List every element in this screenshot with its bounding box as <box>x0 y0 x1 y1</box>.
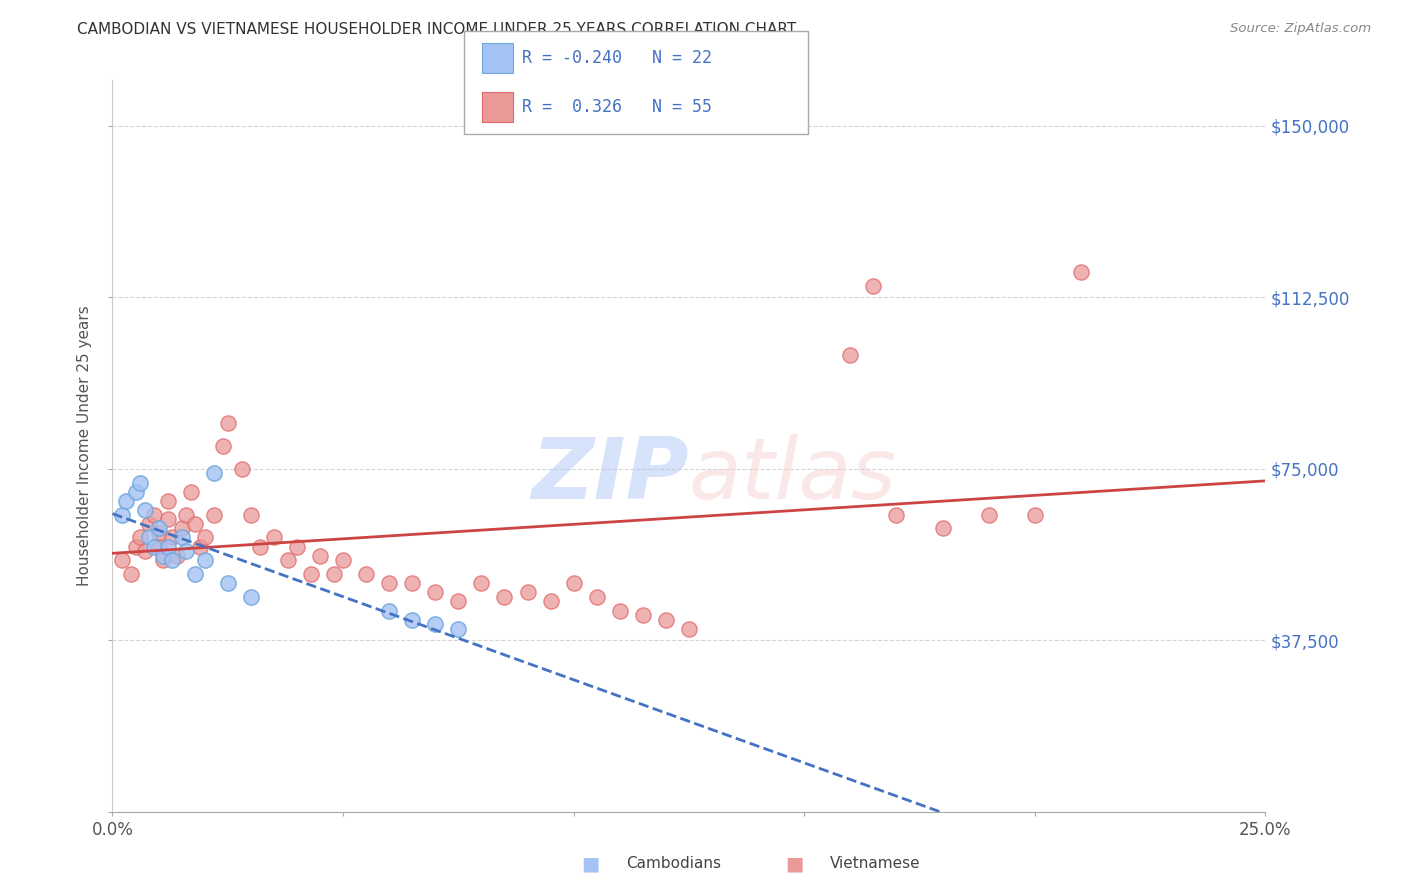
Point <box>194 553 217 567</box>
Point <box>148 521 170 535</box>
Point <box>299 567 322 582</box>
Point <box>609 603 631 617</box>
Point <box>129 530 152 544</box>
Point <box>170 530 193 544</box>
Point <box>425 585 447 599</box>
Point <box>202 467 225 481</box>
Text: Vietnamese: Vietnamese <box>830 856 920 871</box>
Point <box>156 540 179 554</box>
Point <box>129 475 152 490</box>
Point <box>862 279 884 293</box>
Text: ZIP: ZIP <box>531 434 689 516</box>
Point <box>148 540 170 554</box>
Point <box>655 613 678 627</box>
Point <box>152 549 174 563</box>
Text: CAMBODIAN VS VIETNAMESE HOUSEHOLDER INCOME UNDER 25 YEARS CORRELATION CHART: CAMBODIAN VS VIETNAMESE HOUSEHOLDER INCO… <box>77 22 797 37</box>
Point <box>239 508 262 522</box>
Point <box>447 594 470 608</box>
Point <box>494 590 516 604</box>
Point <box>309 549 332 563</box>
Point <box>162 530 184 544</box>
Point <box>148 525 170 540</box>
Point <box>886 508 908 522</box>
Point <box>447 622 470 636</box>
Point <box>354 567 377 582</box>
Y-axis label: Householder Income Under 25 years: Householder Income Under 25 years <box>77 306 93 586</box>
Point <box>931 521 953 535</box>
Point <box>977 508 1000 522</box>
Point <box>562 576 585 591</box>
Point <box>188 540 211 554</box>
Point <box>202 508 225 522</box>
Text: ■: ■ <box>785 854 804 873</box>
Point <box>217 576 239 591</box>
Point <box>152 553 174 567</box>
Point <box>194 530 217 544</box>
Point <box>162 553 184 567</box>
Point <box>111 508 134 522</box>
Point <box>378 603 401 617</box>
Point <box>120 567 142 582</box>
Point <box>138 530 160 544</box>
Point <box>134 544 156 558</box>
Point <box>217 416 239 430</box>
Point <box>156 512 179 526</box>
Point <box>263 530 285 544</box>
Point <box>401 613 423 627</box>
Point <box>1070 265 1092 279</box>
Point <box>332 553 354 567</box>
Text: R = -0.240   N = 22: R = -0.240 N = 22 <box>522 49 711 67</box>
Point <box>143 540 166 554</box>
Point <box>124 484 146 499</box>
Point <box>174 544 197 558</box>
Point <box>540 594 562 608</box>
Point <box>231 462 253 476</box>
Point <box>111 553 134 567</box>
Point <box>115 493 138 508</box>
Point <box>134 503 156 517</box>
Point <box>124 540 146 554</box>
Point <box>184 516 207 531</box>
Point <box>174 508 197 522</box>
Point <box>1024 508 1046 522</box>
Point <box>401 576 423 591</box>
Point <box>277 553 299 567</box>
Text: atlas: atlas <box>689 434 897 516</box>
Point <box>585 590 607 604</box>
Point <box>322 567 344 582</box>
Point <box>212 439 235 453</box>
Text: Cambodians: Cambodians <box>626 856 721 871</box>
Point <box>143 508 166 522</box>
Point <box>378 576 401 591</box>
Point <box>516 585 538 599</box>
Point <box>631 608 654 623</box>
Point <box>166 549 188 563</box>
Point <box>470 576 492 591</box>
Point <box>678 622 700 636</box>
Point <box>170 521 193 535</box>
Point <box>138 516 160 531</box>
Point <box>180 484 202 499</box>
Point <box>425 617 447 632</box>
Text: ■: ■ <box>581 854 600 873</box>
Point <box>285 540 308 554</box>
Point <box>239 590 262 604</box>
Text: R =  0.326   N = 55: R = 0.326 N = 55 <box>522 98 711 116</box>
Point <box>249 540 271 554</box>
Point <box>156 493 179 508</box>
Text: Source: ZipAtlas.com: Source: ZipAtlas.com <box>1230 22 1371 36</box>
Point <box>184 567 207 582</box>
Point <box>839 347 862 362</box>
